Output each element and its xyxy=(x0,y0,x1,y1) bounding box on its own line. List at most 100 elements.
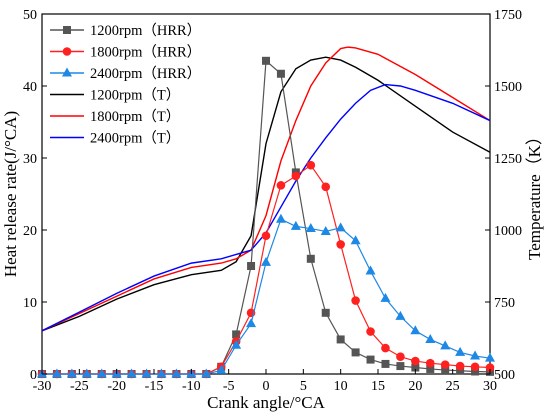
y-left-tick-label: 10 xyxy=(23,296,37,311)
data-point xyxy=(455,346,466,356)
x-tick-label: -15 xyxy=(145,379,164,394)
data-point xyxy=(261,256,271,266)
x-tick-label: -5 xyxy=(223,379,235,394)
data-point xyxy=(441,366,450,375)
data-point xyxy=(351,348,360,357)
data-point xyxy=(156,368,167,378)
x-tick-label: 0 xyxy=(263,379,270,394)
legend-item: 1200rpm（T） xyxy=(50,87,180,104)
series-line xyxy=(41,46,491,332)
legend-item: 1200rpm（HRR） xyxy=(50,22,201,39)
data-point xyxy=(306,254,315,263)
data-point xyxy=(380,292,391,302)
data-point xyxy=(470,362,480,372)
data-point xyxy=(350,235,361,245)
x-tick-label: -20 xyxy=(107,379,126,394)
legend-item: 1800rpm（T） xyxy=(50,108,180,125)
data-point xyxy=(66,368,77,378)
data-point xyxy=(336,240,345,249)
legend-swatch-marker xyxy=(63,26,71,34)
data-point xyxy=(366,355,375,364)
data-point xyxy=(410,325,421,335)
data-point xyxy=(411,363,420,372)
data-point xyxy=(216,364,227,374)
data-point xyxy=(276,181,286,190)
data-point xyxy=(171,368,182,378)
data-point xyxy=(201,368,212,378)
legend-swatch-marker xyxy=(62,67,72,77)
y-left-tick-label: 20 xyxy=(23,224,37,239)
y-left-tick-label: 50 xyxy=(23,8,37,23)
data-point xyxy=(440,340,451,350)
series-1200rpm-t- xyxy=(41,56,491,332)
data-point xyxy=(381,359,390,368)
data-point xyxy=(351,296,360,305)
x-tick-label: 20 xyxy=(408,379,422,394)
data-point xyxy=(261,231,271,241)
data-point xyxy=(321,182,331,192)
series-1200rpm-hrr- xyxy=(38,56,494,378)
x-tick-label: 5 xyxy=(300,379,307,394)
x-tick-label: 25 xyxy=(446,379,460,394)
data-point xyxy=(396,352,405,362)
data-point xyxy=(81,368,92,378)
data-point xyxy=(306,160,316,170)
data-point xyxy=(96,368,107,378)
x-tick-label: 15 xyxy=(371,379,385,394)
y-right-tick-label: 1250 xyxy=(494,152,522,167)
data-point xyxy=(305,223,316,233)
series-line xyxy=(41,83,491,332)
y-left-tick-label: 0 xyxy=(30,368,37,383)
data-point xyxy=(456,366,465,375)
plot-area: -30 -25 -20 -15 -10 -5 0 5 10 15 20 25 30 0 10 20 30 40 50… xyxy=(23,8,522,394)
y-right-tick-label: 500 xyxy=(494,368,515,383)
data-point xyxy=(366,327,375,336)
data-point xyxy=(395,310,406,320)
legend-label: 1200rpm（HRR） xyxy=(90,22,201,39)
series-2400rpm-t- xyxy=(41,83,491,332)
x-tick-label: 30 xyxy=(483,379,497,394)
legend-label: 2400rpm（HRR） xyxy=(90,65,201,82)
data-point xyxy=(51,368,62,378)
data-point xyxy=(276,69,285,78)
legend-label: 1200rpm（T） xyxy=(90,87,180,104)
x-axis-label: Crank angle/°CA xyxy=(207,393,325,412)
data-point xyxy=(141,368,152,378)
data-point xyxy=(485,363,495,372)
legend-label: 1800rpm（T） xyxy=(90,108,180,125)
y-right-tick-label: 1500 xyxy=(494,80,522,95)
data-point xyxy=(396,362,405,371)
legend-item: 1800rpm（HRR） xyxy=(50,44,201,61)
legend: 1200rpm（HRR） 1800rpm（HRR） 2400rpm（HRR） 1200… xyxy=(50,22,201,147)
data-point xyxy=(246,318,257,328)
y-left-tick-label: 30 xyxy=(23,152,37,167)
series-1800rpm-t- xyxy=(41,46,491,332)
legend-swatch-marker xyxy=(62,47,72,56)
series-1800rpm-hrr- xyxy=(37,160,495,379)
data-point xyxy=(336,335,345,344)
data-point xyxy=(247,262,256,270)
data-point xyxy=(381,343,390,353)
data-point xyxy=(440,360,450,369)
series-line xyxy=(41,56,491,332)
data-point xyxy=(335,222,346,232)
data-point xyxy=(471,367,480,376)
data-point xyxy=(290,220,301,230)
legend-label: 1800rpm（HRR） xyxy=(90,44,201,61)
x-tick-label: -10 xyxy=(182,379,201,394)
data-point xyxy=(485,352,495,362)
data-point xyxy=(262,56,270,65)
data-point xyxy=(232,330,241,339)
data-point xyxy=(425,358,435,368)
axes-group: -30 -25 -20 -15 -10 -5 0 5 10 15 20 25 30 0 10 20 30 40 50… xyxy=(23,8,522,394)
y-right-tick-label: 1750 xyxy=(494,8,522,23)
x-tick-label: -30 xyxy=(33,379,52,394)
data-point xyxy=(455,361,465,371)
y-left-tick-label: 40 xyxy=(23,80,37,95)
x-tick-label: -25 xyxy=(70,379,89,394)
x-tick-label: 10 xyxy=(334,379,348,394)
legend-item: 2400rpm（T） xyxy=(50,130,180,147)
legend-item: 2400rpm（HRR） xyxy=(50,65,201,82)
data-point xyxy=(365,265,376,275)
